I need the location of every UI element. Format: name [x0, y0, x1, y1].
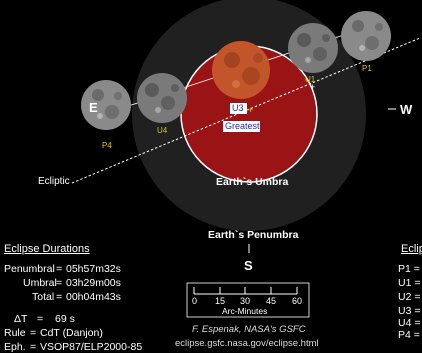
- contact-row: P4 =: [398, 329, 420, 341]
- duration-value: 05h57m32s: [66, 263, 121, 275]
- scale-tick-label: 15: [215, 296, 226, 306]
- contact-row: U4 =: [398, 317, 421, 329]
- greatest-box: [223, 121, 260, 132]
- contact-label-u1: U1: [305, 75, 316, 84]
- contact-row: U2 =: [398, 291, 421, 303]
- param-value: VSOP87/ELP2000-85: [40, 341, 143, 353]
- moon-p4: [81, 80, 131, 130]
- u3-box: [230, 103, 247, 114]
- param-equals: =: [30, 341, 37, 353]
- moon-greatest: [212, 41, 270, 99]
- param-label: Rule: [4, 327, 26, 339]
- scale-tick-label: 60: [292, 296, 303, 306]
- duration-equals: =: [56, 263, 63, 275]
- ecliptic-label: Ecliptic: [38, 176, 70, 187]
- umbra-label: Earth`s Umbra: [216, 176, 289, 188]
- scale-tick-label: 45: [266, 296, 277, 306]
- contact-label-p1: P1: [362, 64, 372, 73]
- moon-u4: [137, 73, 187, 123]
- durations-title: Eclipse Durations: [4, 243, 90, 255]
- moon-u1: [288, 23, 338, 73]
- scale-tick-label: 0: [192, 296, 198, 306]
- scale-box: [186, 282, 310, 318]
- duration-label: Total: [32, 291, 55, 303]
- param-equals: =: [37, 313, 44, 325]
- scale-ticks: [193, 287, 298, 295]
- east-label: E: [89, 100, 98, 115]
- param-equals: =: [30, 327, 37, 339]
- credit-url: eclipse.gsfc.nasa.gov/eclipse.html: [175, 338, 319, 349]
- duration-label: Penumbral: [4, 263, 55, 275]
- duration-equals: =: [56, 291, 63, 303]
- contact-label-u4: U4: [157, 126, 168, 135]
- west-label: W: [400, 102, 413, 117]
- param-label: Eph.: [4, 341, 26, 353]
- penumbra-label: Earth`s Penumbra: [208, 229, 299, 241]
- u3-label: U3: [232, 103, 244, 113]
- param-label: ΔT: [14, 313, 28, 325]
- param-value: 69 s: [55, 313, 75, 325]
- greatest-label: Greatest: [225, 121, 260, 131]
- param-value: CdT (Danjon): [40, 327, 103, 339]
- duration-value: 03h29m00s: [66, 277, 121, 289]
- scale-unit-label: Arc-Minutes: [222, 306, 268, 316]
- contact-row: P1 =: [398, 263, 420, 275]
- u3-marker: +: [248, 105, 253, 115]
- credit-author: F. Espenak, NASA's GSFC: [192, 324, 306, 335]
- duration-label: Umbral: [23, 277, 57, 289]
- contact-row: U3 =: [398, 305, 421, 317]
- moon-p1: [341, 11, 391, 61]
- contacts-title: Eclip: [401, 243, 422, 255]
- u1-marker: +: [310, 82, 315, 92]
- scale-tick-label: 30: [240, 296, 251, 306]
- duration-value: 00h04m43s: [66, 291, 121, 303]
- south-label: S: [244, 258, 253, 273]
- duration-equals: =: [56, 277, 63, 289]
- contact-row: U1 =: [398, 277, 421, 289]
- contact-label-p4: P4: [102, 141, 112, 150]
